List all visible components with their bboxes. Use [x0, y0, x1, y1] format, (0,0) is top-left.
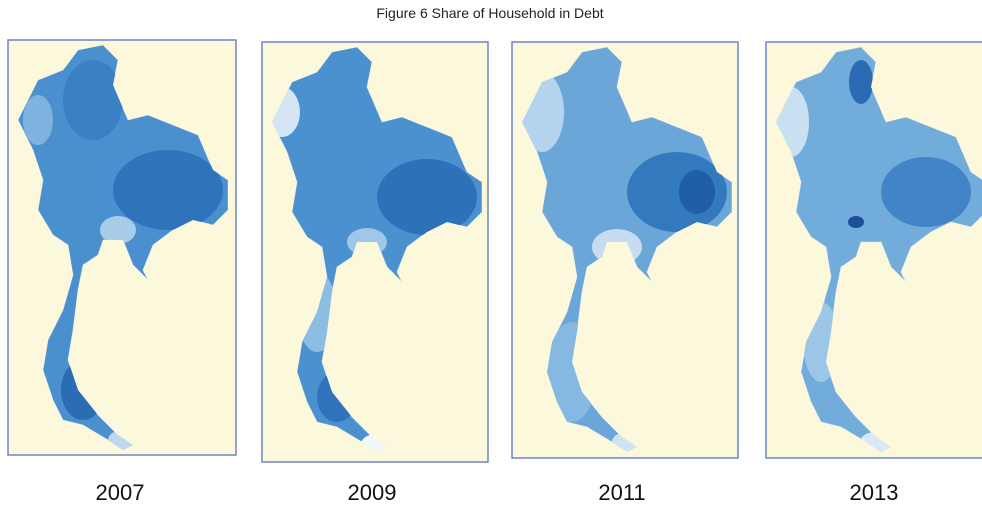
map-panel [7, 39, 237, 456]
year-label: 2009 [348, 480, 397, 505]
year-label: 2007 [96, 480, 145, 505]
map-panel [511, 41, 739, 459]
figure-title: Figure 6 Share of Household in Debt [376, 5, 603, 21]
map [522, 47, 732, 452]
map-panel [765, 41, 982, 459]
year-label: 2011 [598, 480, 645, 505]
map-panel [261, 41, 489, 463]
year-label: 2013 [850, 480, 899, 505]
